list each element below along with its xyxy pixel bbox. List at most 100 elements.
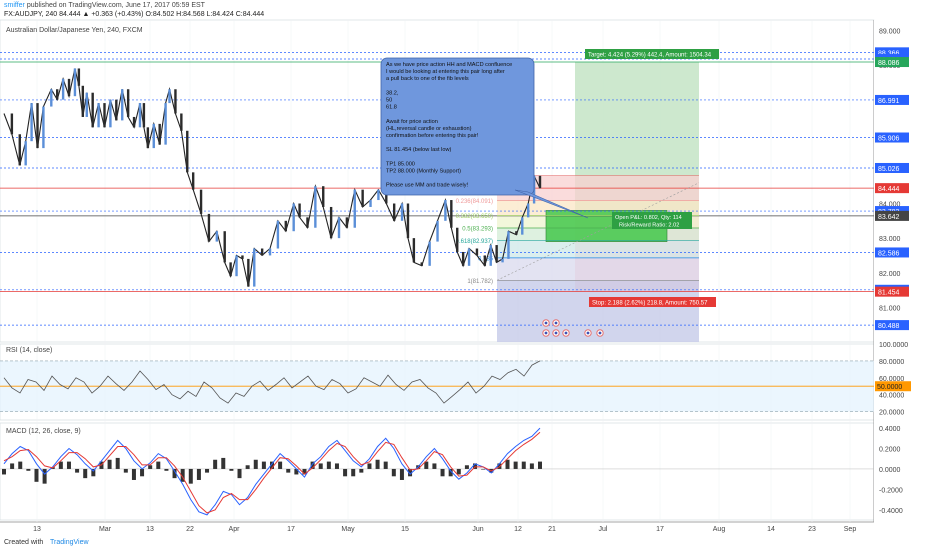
candle [284, 220, 287, 232]
candle [24, 141, 27, 166]
fib-trend-line [496, 182, 700, 281]
rsi-tick-label: 80.0000 [879, 359, 904, 366]
candle [164, 103, 167, 145]
idea-callout-line: 61.8 [386, 105, 397, 111]
position-info-bg [612, 212, 692, 229]
rsi-tick-label: 60.0000 [879, 376, 904, 383]
price-level-label: 86.991 [878, 98, 900, 105]
candle [501, 258, 504, 263]
x-tick-label: 13 [146, 526, 154, 533]
price-level-badge [875, 210, 909, 221]
macd-hist-bar [383, 461, 388, 469]
candle [377, 189, 380, 201]
rsi-level-badge [875, 381, 911, 392]
candle [515, 231, 518, 235]
idea-callout-line: As we have price action HH and MACD conf… [386, 62, 512, 68]
price-level-badge [875, 286, 909, 297]
calendar-event-dot [598, 331, 602, 335]
candle [337, 217, 341, 239]
idea-callout-line: SL 81.454 (below last low) [386, 147, 452, 153]
macd-hist-bar [34, 468, 39, 482]
price-level-badge [875, 132, 909, 143]
candle [456, 227, 459, 252]
candle [329, 206, 333, 239]
candle [77, 68, 81, 86]
macd-hist-bar [172, 468, 177, 479]
price-axis-bg [874, 20, 932, 535]
rr-label: Risk/Reward Ratio: 2.02 [619, 223, 679, 229]
idea-callout-line: a pull back to one of the fib levels [386, 76, 469, 82]
candle [475, 248, 479, 256]
author-link[interactable]: smiffer [4, 2, 25, 9]
price-level-label: 88.086 [878, 60, 900, 67]
chart-footer: Created with TradingView [0, 535, 932, 550]
calendar-event-dot [544, 331, 548, 335]
macd-hist-bar [75, 468, 80, 473]
candle [444, 200, 447, 221]
candle [36, 103, 39, 149]
candle [521, 217, 524, 235]
candle [67, 78, 71, 97]
fib-label: 0.5(83.293) [462, 226, 493, 232]
x-tick-label: 15 [401, 526, 409, 533]
candle [436, 220, 439, 242]
candle [385, 189, 388, 204]
price-level-label: 83.642 [878, 214, 900, 221]
macd-hist-bar [318, 463, 323, 469]
macd-hist-bar [456, 468, 461, 475]
target-label-bg [585, 49, 719, 59]
candle [61, 78, 65, 100]
fib-label: 0.618(82.937) [456, 239, 493, 245]
x-tick-label: Mar [99, 526, 112, 533]
rsi-line [3, 360, 541, 404]
created-with-text: Created with [4, 539, 44, 546]
macd-hist-bar [326, 461, 331, 469]
x-tick-label: Sep [844, 526, 857, 533]
tradingview-logo[interactable]: TradingView [50, 539, 89, 546]
candle [241, 255, 244, 259]
calendar-event-dot [586, 331, 590, 335]
idea-callout-line: Please use MM and trade wisely! [386, 183, 469, 189]
candle [298, 203, 301, 218]
candle [412, 238, 416, 263]
x-tick-label: 14 [767, 526, 775, 533]
y-tick-label: 81.000 [879, 305, 901, 312]
idea-callout-pointer [514, 189, 589, 219]
rsi-tick-label: 100.0000 [879, 342, 908, 349]
x-tick-label: 21 [548, 526, 556, 533]
candle [42, 106, 45, 149]
macd-tick-label: 0.0000 [879, 467, 901, 474]
calendar-event-dot [554, 321, 558, 325]
y-tick-label: 84.000 [879, 202, 901, 209]
candle [115, 99, 118, 121]
candle [81, 85, 85, 117]
candle [138, 103, 142, 128]
macd-hist-bar [278, 461, 283, 469]
x-tick-label: 12 [514, 526, 522, 533]
macd-hist-bar [302, 468, 307, 475]
candle [109, 99, 112, 128]
macd-hist-bar [42, 468, 47, 484]
candle [180, 113, 183, 131]
macd-hist-bar [123, 468, 128, 473]
macd-hist-bar [473, 463, 478, 469]
macd-hist-bar [351, 468, 356, 477]
price-level-label: 85.906 [878, 136, 900, 143]
price-level-label: 81.454 [878, 290, 900, 297]
macd-pane-title: MACD (12, 26, close, 9) [6, 428, 81, 435]
macd-hist-bar [310, 461, 315, 469]
candle [467, 248, 471, 266]
macd-hist-bar [432, 463, 437, 469]
macd-hist-bar [294, 468, 299, 475]
macd-hist-bar [464, 465, 469, 469]
candle [369, 200, 372, 207]
candle [268, 248, 272, 256]
price-level-label: 84.444 [878, 186, 900, 193]
fib-band [497, 257, 699, 281]
macd-hist-bar [164, 468, 169, 471]
price-level-label: 80.488 [878, 323, 900, 330]
idea-callout-line: confirmation before entering this pair! [386, 133, 479, 139]
x-tick-label: Aug [713, 526, 726, 533]
candle [489, 245, 492, 266]
